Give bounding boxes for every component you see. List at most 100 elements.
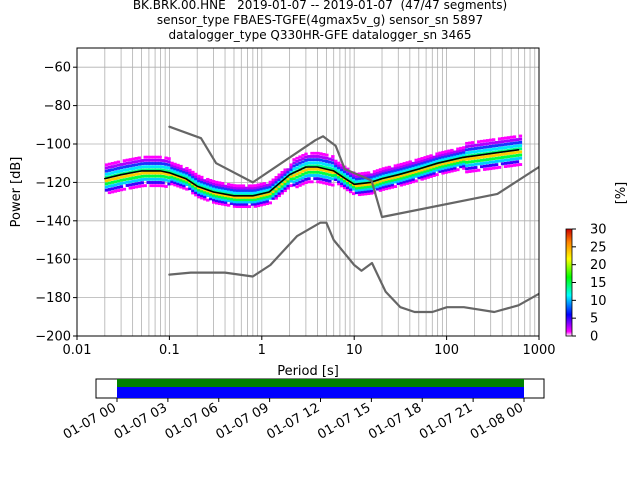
density-cell	[277, 178, 281, 181]
density-cell	[405, 181, 409, 185]
density-cell	[503, 146, 508, 149]
density-cell	[402, 162, 406, 165]
density-cell	[206, 184, 210, 188]
density-cell	[423, 176, 427, 180]
density-cell	[244, 191, 249, 195]
density-cell	[387, 177, 392, 181]
density-cell	[265, 199, 269, 203]
density-cell	[435, 152, 439, 156]
density-cell	[438, 151, 442, 155]
density-cell	[220, 202, 225, 206]
density-cell	[366, 173, 371, 177]
density-cell	[217, 202, 222, 206]
density-cell	[214, 196, 219, 200]
density-cell	[509, 161, 514, 165]
density-cell	[325, 153, 329, 157]
density-cell	[170, 173, 174, 177]
density-cell	[137, 181, 141, 185]
density-cell	[331, 183, 335, 187]
density-cell	[122, 175, 127, 178]
timeline-tick-label: 01-08 00	[468, 400, 526, 442]
density-cell	[378, 186, 383, 190]
density-cell	[417, 160, 421, 164]
colorbar-tick-label: 10	[590, 294, 607, 309]
density-cell	[268, 194, 272, 198]
density-cell	[289, 177, 293, 181]
density-cell	[518, 156, 523, 160]
density-cell	[396, 175, 401, 179]
density-cell	[357, 172, 362, 176]
density-cell	[173, 165, 177, 168]
density-cell	[149, 181, 153, 184]
density-cell	[226, 187, 231, 191]
density-cell	[226, 199, 231, 203]
density-cell	[515, 163, 520, 167]
density-cell	[212, 191, 216, 195]
density-cell	[277, 194, 281, 198]
density-cell	[500, 152, 505, 156]
density-cell	[137, 178, 141, 182]
density-cell	[375, 176, 380, 179]
density-cell	[226, 192, 231, 196]
density-cell	[384, 187, 389, 191]
density-cell	[307, 161, 311, 165]
density-cell	[399, 165, 403, 169]
density-cell	[274, 182, 278, 186]
density-cell	[137, 172, 141, 176]
density-cell	[462, 162, 466, 166]
density-cell	[465, 145, 469, 149]
density-cell	[280, 182, 284, 186]
density-cell	[426, 169, 430, 172]
density-cell	[200, 194, 204, 198]
timeline-used-bar	[117, 387, 524, 398]
density-cell	[256, 199, 261, 203]
density-cell	[390, 185, 395, 189]
density-cell	[152, 158, 156, 162]
density-cell	[450, 155, 454, 159]
density-cell	[140, 162, 144, 166]
density-cell	[328, 176, 332, 180]
density-cell	[414, 179, 418, 183]
y-tick-label: −140	[35, 214, 71, 229]
density-cell	[223, 194, 228, 197]
density-cell	[509, 138, 514, 142]
density-cell	[340, 177, 344, 181]
density-cell	[414, 174, 418, 178]
density-cell	[393, 175, 398, 179]
density-cell	[250, 202, 255, 206]
density-cell	[369, 184, 374, 188]
density-cell	[468, 163, 472, 167]
density-cell	[307, 174, 311, 177]
density-cell	[179, 167, 183, 171]
y-tick-label: −60	[44, 61, 71, 76]
density-cell	[441, 169, 445, 173]
density-cell	[337, 170, 341, 174]
density-cell	[104, 163, 109, 167]
density-cell	[155, 177, 159, 181]
density-cell	[441, 162, 445, 166]
density-cell	[167, 157, 171, 161]
density-cell	[271, 192, 275, 196]
density-cell	[223, 198, 228, 202]
density-cell	[247, 184, 252, 188]
density-cell	[328, 179, 332, 183]
density-cell	[512, 135, 517, 139]
density-cell	[253, 186, 258, 190]
density-cell	[426, 155, 430, 159]
density-cell	[488, 145, 493, 148]
density-cell	[420, 157, 424, 160]
density-cell	[402, 182, 406, 186]
density-cell	[459, 158, 463, 162]
density-cell	[295, 159, 299, 163]
density-cell	[107, 165, 112, 169]
density-cell	[500, 159, 505, 163]
density-cell	[152, 155, 156, 159]
timeline-tick-label: 01-07 09	[214, 400, 272, 442]
density-cell	[423, 172, 427, 176]
density-cell	[447, 151, 451, 155]
density-cell	[503, 155, 508, 159]
density-cell	[232, 184, 237, 188]
density-cell	[420, 170, 424, 174]
density-cell	[322, 175, 326, 179]
density-cell	[372, 172, 377, 176]
